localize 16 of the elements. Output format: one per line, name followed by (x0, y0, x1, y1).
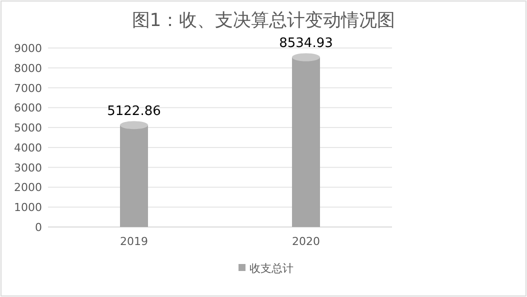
y-tick-label: 9000 (14, 42, 42, 55)
data-label: 8534.93 (279, 36, 333, 52)
y-tick-label: 6000 (14, 102, 42, 115)
x-tick-label: 2019 (120, 235, 148, 248)
y-tick-label: 2000 (14, 181, 42, 194)
y-tick-label: 4000 (14, 141, 42, 154)
y-tick-label: 3000 (14, 161, 42, 174)
y-tick-label: 5000 (14, 122, 42, 135)
y-tick-label: 1000 (14, 201, 42, 214)
legend-label: 收支总计 (250, 262, 294, 275)
x-tick-label: 2020 (292, 235, 320, 248)
chart-title: 图1：收、支决算总计变动情况图 (132, 10, 396, 31)
y-tick-label: 0 (35, 221, 42, 234)
y-tick-label: 7000 (14, 82, 42, 95)
data-label: 5122.86 (107, 104, 161, 120)
y-tick-label: 8000 (14, 62, 42, 75)
